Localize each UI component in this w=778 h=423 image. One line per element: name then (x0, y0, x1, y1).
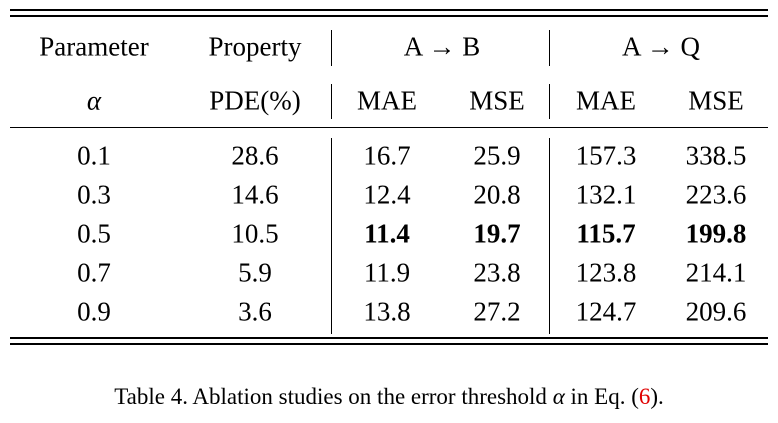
mid-rule (10, 127, 768, 129)
table-cell: 3.6 (238, 296, 272, 327)
column-header: Property (208, 31, 302, 62)
table-cell: 0.5 (77, 218, 111, 249)
table-cell: 20.8 (473, 179, 521, 210)
table-cell: 338.5 (685, 140, 747, 171)
table-cell: 5.9 (238, 257, 272, 288)
table-cell: 199.8 (685, 218, 747, 249)
table-cell: 223.6 (685, 179, 747, 210)
caption-text: ). (650, 384, 664, 409)
sub-header: MSE (469, 85, 525, 116)
table-cell: 157.3 (575, 140, 637, 171)
caption-text: Table 4. Ablation studies on the error t… (114, 384, 553, 409)
table-cell: 124.7 (575, 296, 637, 327)
table-cell: 209.6 (685, 296, 747, 327)
column-header: A → B (403, 31, 481, 62)
table-cell: 132.1 (575, 179, 637, 210)
column-divider (549, 138, 551, 334)
equation-ref[interactable]: 6 (638, 384, 651, 409)
table-cell: 0.7 (77, 257, 111, 288)
table-cell: 16.7 (363, 140, 411, 171)
table-cell: 0.9 (77, 296, 111, 327)
table-cell: 11.9 (363, 257, 411, 288)
column-divider (331, 138, 333, 334)
sub-header: MSE (688, 85, 744, 116)
sub-header: α (86, 85, 102, 116)
column-divider (331, 84, 333, 119)
bottom-rule (10, 343, 768, 345)
column-divider (549, 30, 551, 66)
table-cell: 23.8 (473, 257, 521, 288)
caption-text: in Eq. ( (564, 384, 639, 409)
table-cell: 27.2 (473, 296, 521, 327)
bottom-rule (10, 337, 768, 339)
top-rule (10, 15, 768, 17)
table-cell: 10.5 (231, 218, 279, 249)
column-header: Parameter (39, 31, 149, 62)
sub-header: MAE (357, 85, 417, 116)
table-cell: 28.6 (231, 140, 279, 171)
sub-header: PDE(%) (209, 85, 301, 116)
caption-symbol: α (552, 384, 565, 409)
table-cell: 14.6 (231, 179, 279, 210)
table-cell: 214.1 (685, 257, 747, 288)
table-cell: 12.4 (363, 179, 411, 210)
table-cell: 11.4 (364, 218, 410, 249)
column-divider (549, 84, 551, 119)
table-cell: 115.7 (576, 218, 636, 249)
caption: Table 4. Ablation studies on the error t… (0, 384, 778, 410)
column-divider (331, 30, 333, 66)
table-cell: 19.7 (473, 218, 521, 249)
top-rule (10, 9, 768, 11)
table-cell: 13.8 (363, 296, 411, 327)
table-cell: 123.8 (575, 257, 637, 288)
column-header: A → Q (621, 31, 701, 62)
table-cell: 0.1 (77, 140, 111, 171)
table-cell: 25.9 (473, 140, 521, 171)
table-cell: 0.3 (77, 179, 111, 210)
sub-header: MAE (576, 85, 636, 116)
